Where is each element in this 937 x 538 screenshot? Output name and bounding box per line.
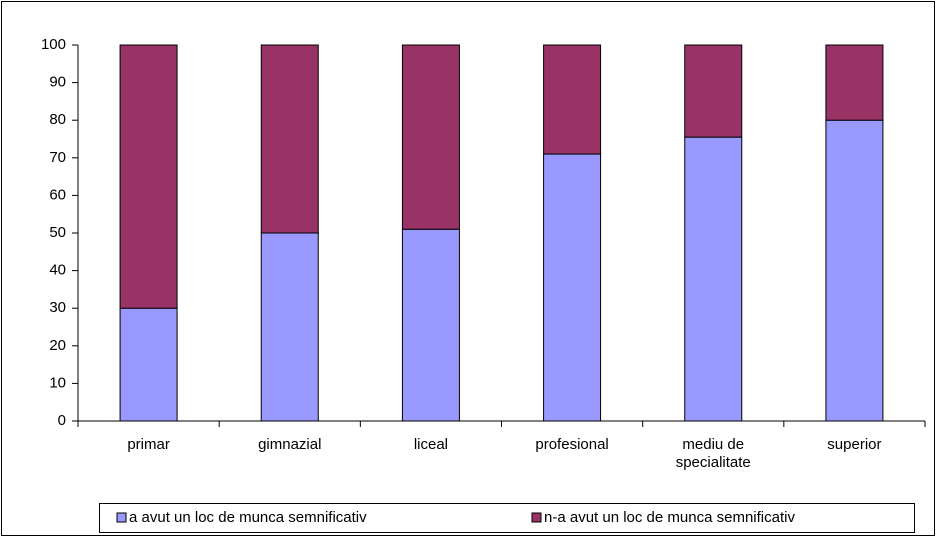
bar-segment [825,119,884,422]
y-tick-label: 40 [49,262,66,279]
x-tick-label: primar [127,436,170,453]
bar-segment [684,136,743,422]
legend-swatch [116,512,127,523]
bar-segment [543,153,602,422]
bar-segment [401,44,460,230]
y-tick-label: 80 [49,111,66,128]
y-tick-label: 0 [58,412,66,429]
x-tick-label: profesional [535,436,609,453]
y-tick-label: 20 [49,337,66,354]
legend-label: n-a avut un loc de munca semnificativ [544,509,795,526]
bar-segment [684,44,743,138]
x-tick-label: superior [827,436,882,453]
legend-swatch [531,512,542,523]
y-tick-label: 90 [49,74,66,91]
y-tick-label: 30 [49,299,66,316]
x-tick-label: gimnazial [258,436,322,453]
y-tick-label: 100 [41,36,66,53]
bar-segment [119,307,178,422]
legend-label: a avut un loc de munca semnificativ [129,509,367,526]
x-tick-label: mediu de specialitate [675,436,751,471]
x-tick-label: liceal [413,436,448,453]
y-tick-label: 10 [49,374,66,391]
y-tick-label: 70 [49,149,66,166]
bar-segment [825,44,884,121]
y-tick-label: 60 [49,186,66,203]
bar-segment [260,44,319,234]
bar-segment [543,44,602,155]
bar-segment [401,228,460,422]
bar-segment [119,44,178,309]
legend-box [99,503,915,533]
y-tick-label: 50 [49,224,66,241]
bar-segment [260,232,319,422]
